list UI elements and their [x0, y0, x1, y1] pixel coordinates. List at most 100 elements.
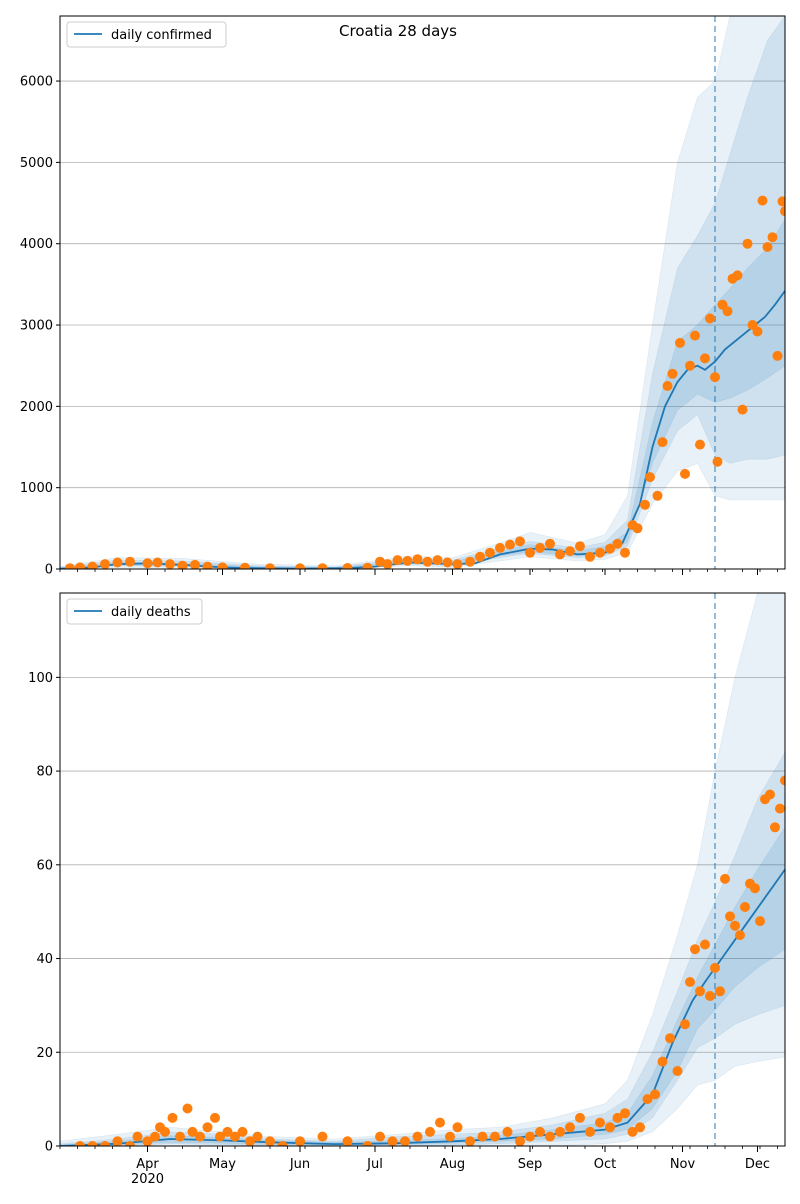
data-point [402, 555, 413, 566]
data-point [705, 991, 715, 1001]
y-grid [60, 80, 785, 489]
data-point [182, 1103, 193, 1114]
data-point [342, 1136, 353, 1146]
y-tick-label: 5000 [20, 156, 53, 171]
data-point [752, 326, 763, 337]
data-point [767, 232, 778, 243]
data-point [780, 775, 785, 786]
data-point [680, 468, 690, 479]
data-point [132, 1131, 143, 1142]
data-point [690, 330, 700, 341]
data-point [465, 1136, 475, 1146]
data-point [662, 381, 673, 391]
y-tick-label: 20 [36, 1046, 53, 1061]
data-point [667, 368, 678, 379]
data-point [210, 1112, 220, 1123]
data-point [757, 195, 768, 206]
confidence-bands [60, 593, 785, 1146]
data-point [705, 313, 715, 324]
data-point [715, 986, 725, 997]
data-point [422, 556, 433, 567]
data-point [627, 1126, 638, 1137]
data-point [112, 557, 123, 568]
data-point [725, 911, 735, 922]
plot-frame [59, 592, 786, 1147]
confirmed-panel: 0 1000 2000 3000 4000 5000 6000 daily confirme… [20, 15, 786, 578]
y-tick-label: 0 [45, 563, 53, 578]
data-point [432, 555, 443, 566]
data-point [222, 1126, 233, 1137]
data-point [635, 1122, 645, 1133]
data-point [657, 1056, 668, 1067]
data-point [657, 437, 668, 448]
data-point [685, 360, 695, 371]
data-point [565, 1122, 575, 1133]
data-point [675, 337, 685, 348]
data-point [632, 523, 643, 534]
data-point [620, 1108, 630, 1119]
series-path [60, 868, 785, 1146]
legend-box [66, 21, 227, 48]
data-point [245, 1136, 255, 1146]
data-point [737, 404, 748, 415]
data-point [575, 1112, 585, 1123]
data-point [650, 1089, 660, 1100]
observed-points [65, 195, 785, 569]
data-point [555, 549, 565, 560]
data-point [317, 563, 328, 569]
data-point [252, 1131, 263, 1142]
data-point [142, 558, 153, 569]
data-point [265, 563, 275, 569]
y-axis: 0 20 40 60 80 100 [28, 671, 60, 1155]
data-point [545, 1131, 555, 1142]
x-tick-label: Oct [594, 1157, 616, 1172]
data-point [387, 1136, 398, 1146]
data-point [295, 563, 305, 569]
data-point [740, 902, 750, 912]
data-point [700, 939, 710, 950]
legend: daily confirmed [66, 21, 227, 48]
y-tick-label: 40 [36, 952, 53, 967]
x-year-label: 2020 [131, 1172, 164, 1187]
x-tick-label: Aug [440, 1157, 465, 1172]
data-point [477, 1131, 488, 1142]
data-point [392, 555, 403, 566]
data-point [595, 547, 605, 558]
data-point [672, 1066, 683, 1076]
x-tick-label: Sep [518, 1157, 543, 1172]
data-point [65, 563, 75, 569]
data-point [100, 559, 110, 569]
data-point [362, 562, 373, 569]
data-point [565, 546, 575, 557]
data-point [505, 539, 515, 550]
y-tick-label: 4000 [20, 237, 53, 252]
confidence-bands [60, 16, 785, 569]
y-tick-label: 100 [28, 671, 53, 686]
data-point [435, 1117, 445, 1128]
data-point [612, 538, 623, 549]
x-tick-label: Jun [289, 1157, 310, 1172]
data-point [160, 1126, 170, 1137]
data-point [620, 547, 630, 558]
x-tick-label: Nov [670, 1157, 696, 1172]
data-point [595, 1117, 605, 1128]
data-point [545, 538, 555, 549]
data-point [762, 242, 773, 252]
deaths-panel: 0 20 40 60 80 100 Apr May Jun Jul Aug Sep Oct Nov Dec… [28, 592, 786, 1187]
data-point [730, 920, 740, 931]
data-point [742, 238, 753, 249]
data-point [585, 1126, 595, 1137]
data-point [382, 559, 393, 569]
data-point [125, 556, 135, 567]
data-point [362, 1141, 373, 1146]
data-point [237, 1126, 248, 1137]
data-point [775, 803, 785, 814]
data-point [612, 1112, 623, 1123]
data-point [75, 1141, 85, 1146]
data-point [770, 822, 780, 833]
data-point [490, 1131, 500, 1142]
data-point [585, 551, 595, 562]
data-point [87, 561, 98, 569]
data-point [777, 196, 785, 207]
data-point [152, 557, 163, 568]
